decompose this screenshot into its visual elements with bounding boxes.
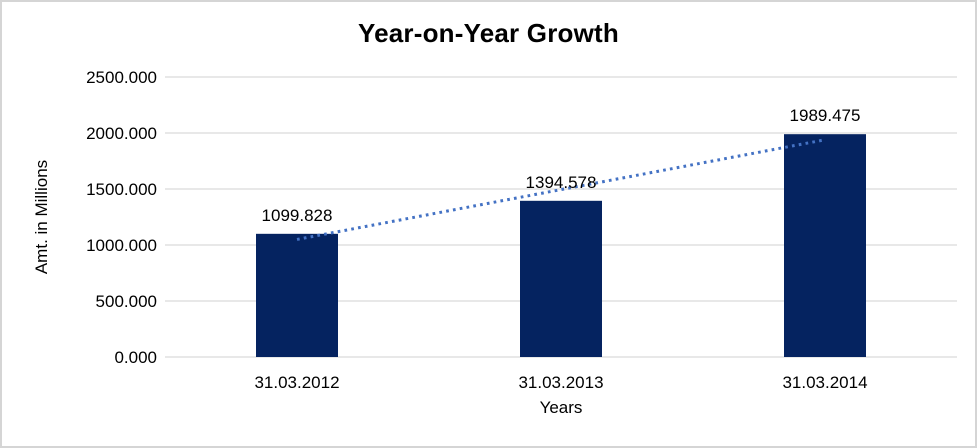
- bar: [256, 233, 338, 357]
- y-tick-label: 1500.000: [86, 180, 157, 199]
- x-tick-label: 31.03.2014: [782, 373, 867, 392]
- bar: [520, 200, 602, 357]
- y-tick-label: 500.000: [96, 292, 157, 311]
- x-tick-label: 31.03.2012: [254, 373, 339, 392]
- bar: [784, 134, 866, 357]
- y-tick-label: 0.000: [114, 348, 157, 367]
- chart-title: Year-on-Year Growth: [358, 18, 619, 48]
- x-axis-title: Years: [539, 398, 583, 417]
- y-tick-label: 2000.000: [86, 124, 157, 143]
- x-tick-label: 31.03.2013: [518, 373, 603, 392]
- data-label: 1394.578: [526, 173, 597, 192]
- y-tick-label: 1000.000: [86, 236, 157, 255]
- data-label: 1099.828: [262, 206, 333, 225]
- y-tick-label: 2500.000: [86, 68, 157, 87]
- data-label: 1989.475: [790, 106, 861, 125]
